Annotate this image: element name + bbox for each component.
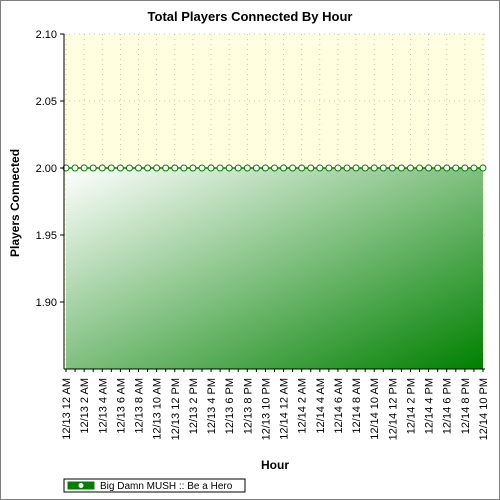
data-point (98, 164, 106, 172)
x-tick-label: 12/14 10 PM (478, 378, 490, 440)
data-point (325, 164, 333, 172)
data-point (162, 164, 170, 172)
legend-box (63, 478, 246, 493)
data-point (434, 164, 442, 172)
data-point (189, 164, 197, 172)
data-point (89, 164, 97, 172)
data-point (198, 164, 206, 172)
legend-label: Big Damn MUSH :: Be a Hero (100, 481, 233, 492)
x-tick-label: 12/13 10 PM (260, 378, 272, 440)
y-tick-label: 2.05 (36, 96, 57, 108)
data-point (379, 164, 387, 172)
x-tick-label: 12/13 2 AM (79, 378, 91, 434)
data-point (443, 164, 451, 172)
data-point (171, 164, 179, 172)
series-area-fill (66, 168, 483, 369)
data-point (461, 164, 469, 172)
data-point (80, 164, 88, 172)
y-tick-label: 1.90 (36, 297, 57, 309)
x-axis-title: Hour (261, 458, 289, 472)
x-tick-label: 12/13 4 PM (206, 378, 218, 434)
data-point (479, 164, 487, 172)
x-tick-label: 12/14 10 AM (369, 378, 381, 440)
x-tick-label: 12/13 6 AM (115, 378, 127, 434)
data-point (107, 164, 115, 172)
data-point (116, 164, 124, 172)
data-point (343, 164, 351, 172)
data-point (271, 164, 278, 172)
data-point (289, 164, 297, 172)
x-tick-label: 12/14 8 PM (460, 378, 472, 434)
y-tick-label: 2.00 (36, 163, 57, 175)
data-point (125, 164, 133, 172)
data-point (243, 164, 251, 172)
x-tick-label: 12/13 10 AM (152, 378, 164, 440)
data-point (470, 164, 478, 172)
data-point (370, 164, 378, 172)
x-tick-label: 12/13 6 PM (224, 378, 236, 434)
data-point (180, 164, 188, 172)
data-point (406, 164, 414, 172)
data-point (307, 164, 315, 172)
data-point (298, 164, 306, 172)
legend-marker (77, 482, 85, 489)
x-tick-labels: 12/13 12 AM 12/13 2 AM 12/13 4 AM 12/13 6 A… (61, 378, 490, 440)
data-point (234, 164, 242, 172)
data-point (416, 164, 424, 172)
y-tick-label: 1.95 (36, 230, 57, 242)
data-point (207, 164, 215, 172)
data-point (316, 164, 324, 172)
data-point (225, 164, 233, 172)
x-tick-label: 12/14 6 PM (442, 378, 454, 434)
x-tick-label: 12/13 8 AM (134, 378, 146, 434)
y-tick-labels: 2.10 2.05 2.00 1.95 1.90 (36, 29, 57, 309)
data-point (452, 164, 460, 172)
x-tick-label: 12/14 12 AM (279, 378, 291, 440)
data-point (261, 164, 269, 172)
x-tick-label: 12/14 8 AM (351, 378, 363, 434)
x-tick-label: 12/14 4 AM (315, 378, 327, 434)
data-point (388, 164, 396, 172)
data-point (361, 164, 369, 172)
data-point (216, 164, 224, 172)
x-tick-label: 12/13 8 PM (242, 378, 254, 434)
y-tick-label: 2.10 (36, 29, 57, 41)
data-point (153, 164, 161, 172)
legend: Big Damn MUSH :: Be a Hero (63, 478, 246, 493)
data-point (252, 164, 260, 172)
x-tick-label: 12/13 2 PM (188, 378, 200, 434)
data-point (144, 164, 152, 172)
x-tick-label: 12/14 12 PM (387, 378, 399, 440)
x-tick-label: 12/13 12 AM (61, 378, 73, 440)
data-point (352, 164, 360, 172)
data-point (425, 164, 433, 172)
data-point (334, 164, 342, 172)
y-axis-title: Players Connected (8, 149, 22, 257)
data-point (397, 164, 405, 172)
x-tick-label: 12/14 2 AM (297, 378, 309, 434)
axes (60, 33, 485, 372)
x-tick-label: 12/13 4 AM (97, 378, 109, 434)
x-tick-label: 12/14 6 AM (333, 378, 345, 434)
x-tick-label: 12/14 4 PM (424, 378, 436, 434)
data-point (71, 164, 79, 172)
series-markers (62, 164, 487, 172)
data-point (135, 164, 143, 172)
x-tick-label: 12/14 2 PM (405, 378, 417, 434)
x-tick-label: 12/13 12 PM (170, 378, 182, 440)
chart-title: Total Players Connected By Hour (148, 9, 353, 24)
data-point (280, 164, 288, 172)
